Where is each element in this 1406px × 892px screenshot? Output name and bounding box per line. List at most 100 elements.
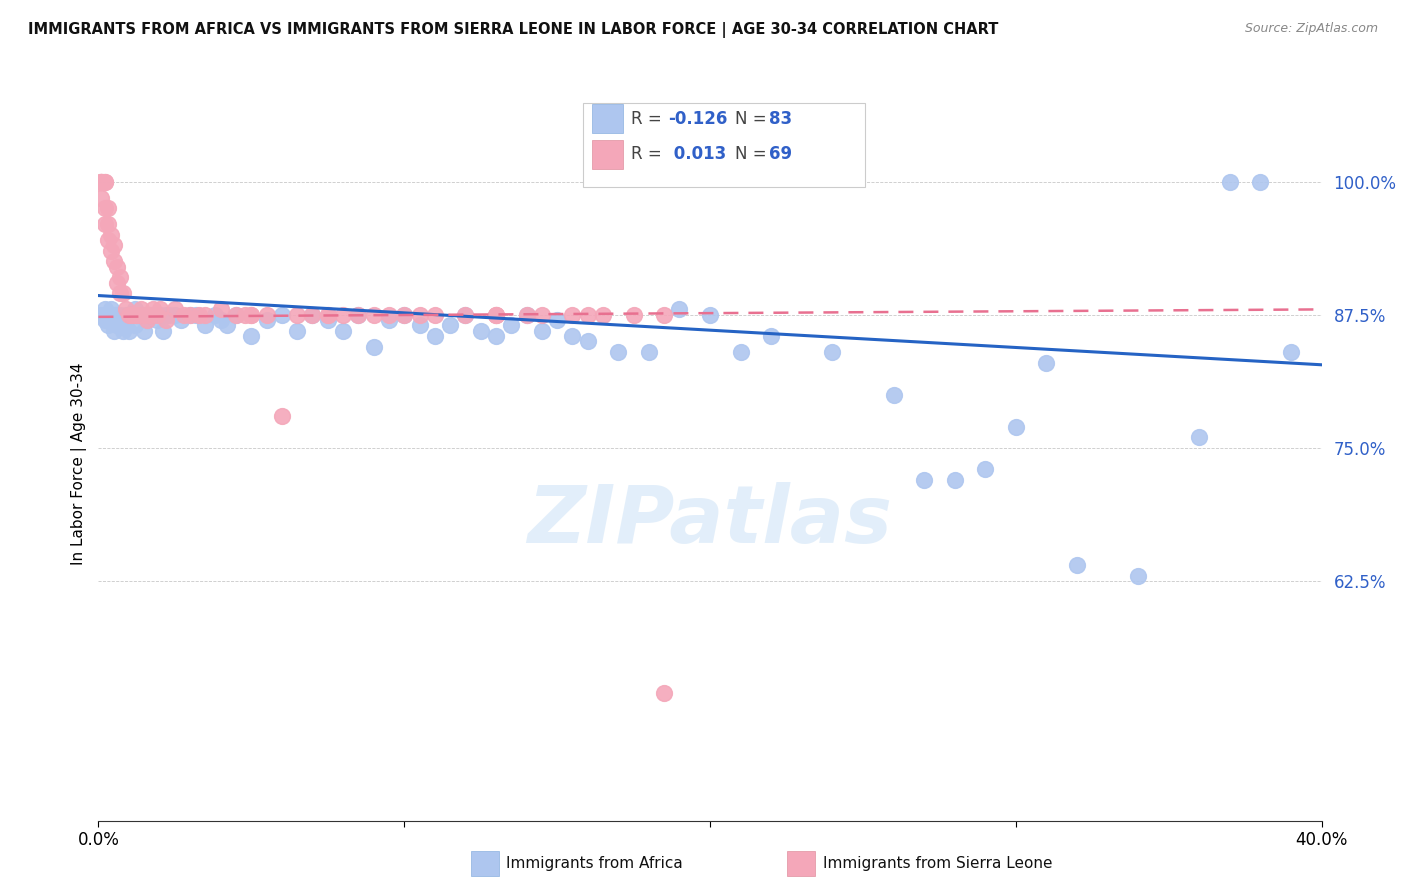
Point bbox=[1279, 345, 1302, 359]
Point bbox=[194, 318, 217, 333]
Point bbox=[347, 308, 370, 322]
Text: Immigrants from Sierra Leone: Immigrants from Sierra Leone bbox=[823, 856, 1052, 871]
Point bbox=[347, 308, 370, 322]
Text: N =: N = bbox=[735, 145, 772, 163]
Point bbox=[100, 227, 122, 242]
Point bbox=[142, 308, 165, 322]
Point bbox=[105, 260, 128, 274]
Text: 0.013: 0.013 bbox=[668, 145, 725, 163]
Text: R =: R = bbox=[631, 145, 668, 163]
Point bbox=[378, 308, 401, 322]
Point bbox=[301, 308, 323, 322]
Point bbox=[136, 313, 159, 327]
Point bbox=[155, 313, 177, 327]
Point bbox=[93, 175, 115, 189]
Text: 69: 69 bbox=[769, 145, 792, 163]
Point bbox=[97, 217, 120, 231]
Point bbox=[121, 308, 143, 322]
Text: -0.126: -0.126 bbox=[668, 110, 727, 128]
Point bbox=[127, 308, 149, 322]
Point bbox=[103, 324, 125, 338]
Point bbox=[209, 302, 232, 317]
Point bbox=[134, 324, 156, 338]
Text: Immigrants from Africa: Immigrants from Africa bbox=[506, 856, 683, 871]
Point bbox=[439, 318, 461, 333]
Point bbox=[485, 308, 508, 322]
Point bbox=[139, 308, 162, 322]
Point bbox=[730, 345, 752, 359]
Point bbox=[155, 308, 177, 322]
Point bbox=[561, 308, 583, 322]
Point bbox=[115, 302, 138, 317]
Point bbox=[485, 329, 508, 343]
Point bbox=[392, 308, 416, 322]
Point bbox=[668, 302, 690, 317]
Point bbox=[301, 308, 323, 322]
Point bbox=[652, 686, 675, 700]
Text: ZIPatlas: ZIPatlas bbox=[527, 482, 893, 560]
Point bbox=[332, 308, 354, 322]
Point bbox=[163, 302, 186, 317]
Text: IMMIGRANTS FROM AFRICA VS IMMIGRANTS FROM SIERRA LEONE IN LABOR FORCE | AGE 30-3: IMMIGRANTS FROM AFRICA VS IMMIGRANTS FRO… bbox=[28, 22, 998, 38]
Point bbox=[516, 308, 538, 322]
Point bbox=[1128, 568, 1150, 582]
Point bbox=[1219, 175, 1241, 189]
Point bbox=[93, 313, 115, 327]
Point bbox=[186, 308, 208, 322]
Point bbox=[485, 308, 508, 322]
Point bbox=[97, 201, 120, 215]
Point bbox=[607, 345, 630, 359]
Point bbox=[423, 329, 446, 343]
Point bbox=[316, 313, 339, 327]
Point bbox=[108, 308, 131, 322]
Point bbox=[134, 308, 156, 322]
Point bbox=[145, 313, 167, 327]
Point bbox=[124, 308, 146, 322]
Point bbox=[1188, 430, 1211, 444]
Point bbox=[90, 175, 112, 189]
Point bbox=[118, 324, 141, 338]
Point bbox=[470, 324, 492, 338]
Point bbox=[108, 270, 131, 285]
Point bbox=[111, 324, 134, 338]
Point bbox=[225, 308, 247, 322]
Point bbox=[256, 308, 278, 322]
Point bbox=[883, 387, 905, 401]
Point bbox=[136, 313, 159, 327]
Point bbox=[215, 318, 238, 333]
Text: R =: R = bbox=[631, 110, 668, 128]
Point bbox=[103, 254, 125, 268]
Point bbox=[204, 308, 226, 322]
Point bbox=[408, 318, 430, 333]
Point bbox=[118, 308, 141, 322]
Point bbox=[97, 233, 120, 247]
Point bbox=[170, 313, 193, 327]
Point bbox=[454, 308, 477, 322]
Point bbox=[90, 175, 112, 189]
Point bbox=[111, 286, 134, 301]
Point bbox=[97, 318, 120, 333]
Point bbox=[105, 308, 128, 322]
Point bbox=[821, 345, 844, 359]
Point bbox=[516, 308, 538, 322]
Point bbox=[576, 334, 599, 349]
Point bbox=[285, 308, 308, 322]
Point bbox=[912, 473, 935, 487]
Text: Source: ZipAtlas.com: Source: ZipAtlas.com bbox=[1244, 22, 1378, 36]
Point bbox=[363, 340, 385, 354]
Point bbox=[127, 308, 149, 322]
Y-axis label: In Labor Force | Age 30-34: In Labor Force | Age 30-34 bbox=[72, 362, 87, 566]
Point bbox=[423, 308, 446, 322]
Point bbox=[240, 329, 263, 343]
Point bbox=[93, 201, 115, 215]
Point bbox=[378, 313, 401, 327]
Point bbox=[256, 313, 278, 327]
Point bbox=[454, 308, 477, 322]
Point bbox=[270, 308, 292, 322]
Point bbox=[157, 308, 180, 322]
Point bbox=[285, 324, 308, 338]
Point bbox=[270, 409, 292, 423]
Point bbox=[194, 308, 217, 322]
Point bbox=[363, 308, 385, 322]
Text: 83: 83 bbox=[769, 110, 792, 128]
